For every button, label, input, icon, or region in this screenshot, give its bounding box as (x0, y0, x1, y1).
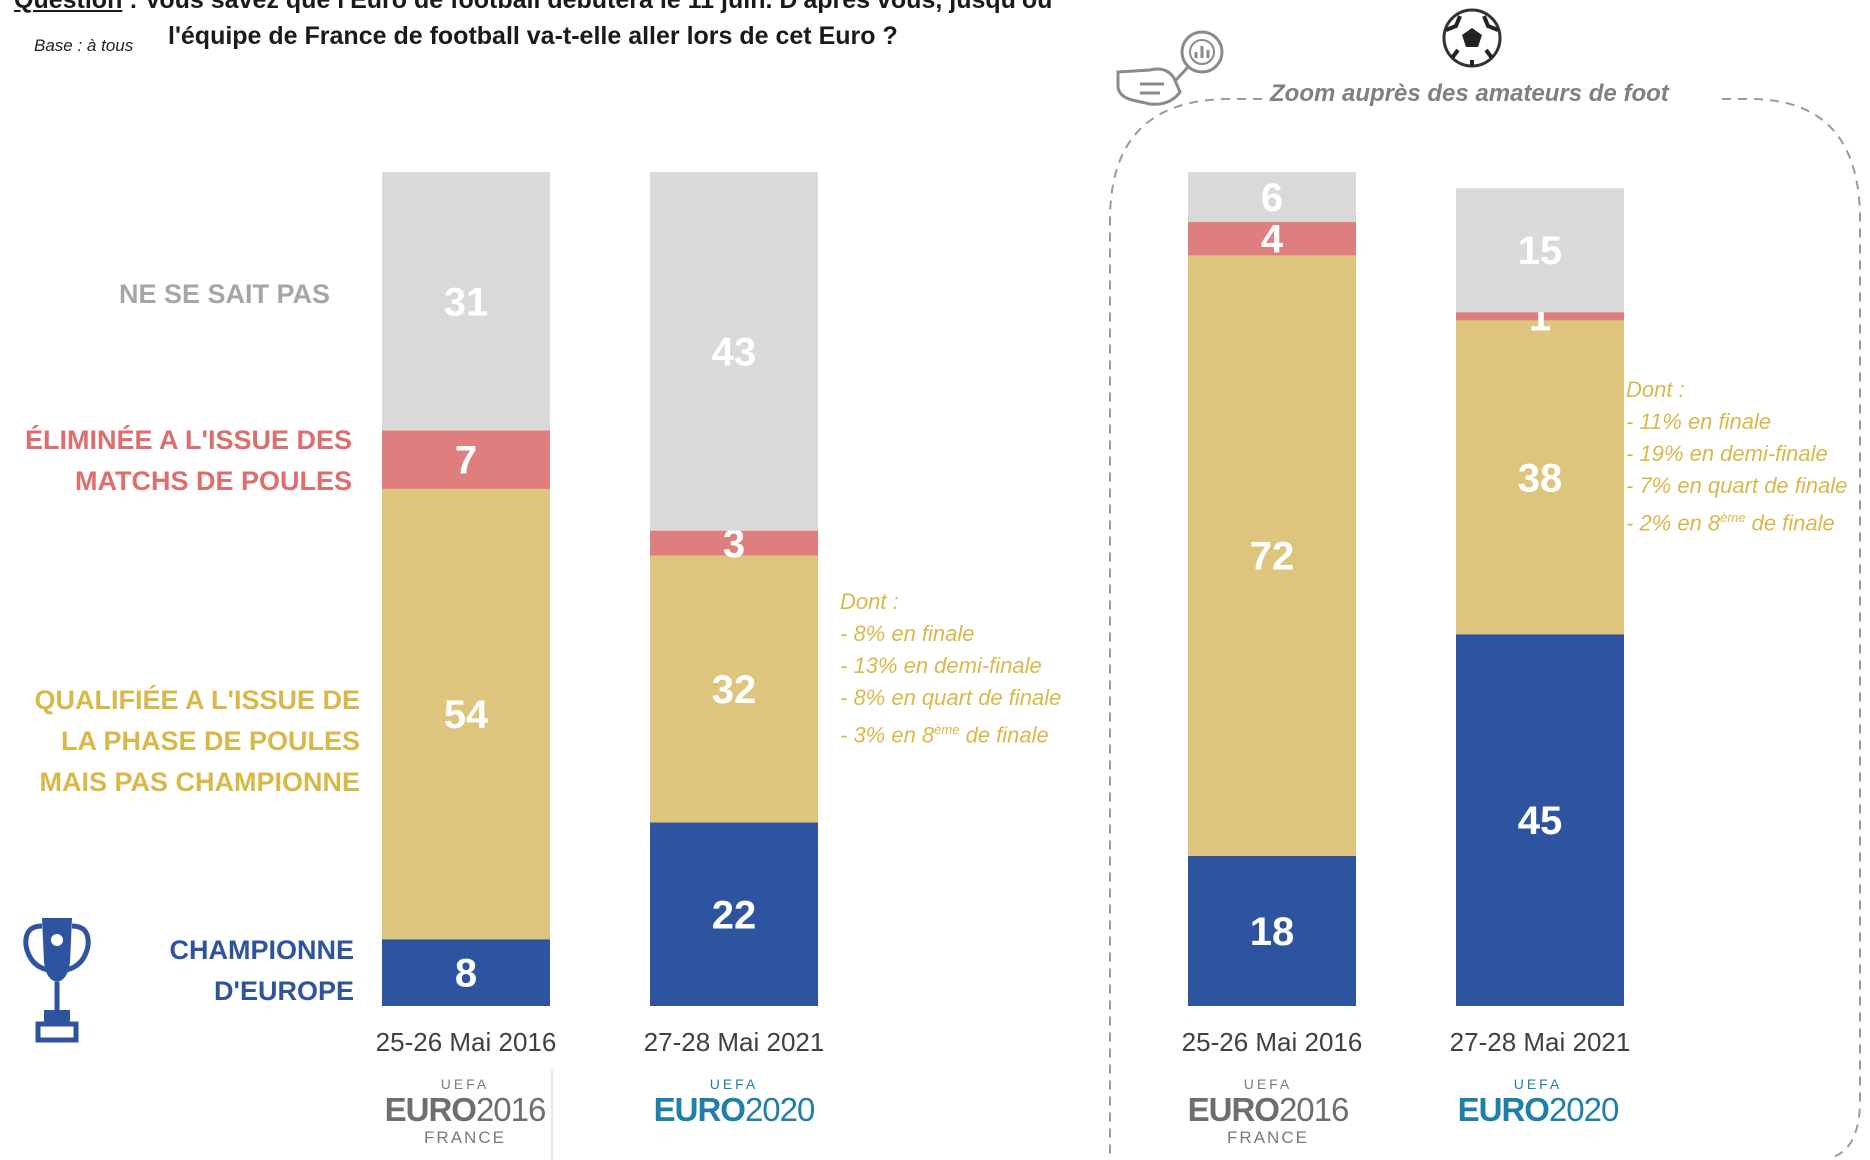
legend-qualifiee: QUALIFIÉE A L'ISSUE DE LA PHASE DE POULE… (34, 685, 360, 797)
trophy-icon (23, 918, 91, 1043)
euro2020-logo: UEFA EURO2020 (1457, 1076, 1620, 1128)
note-line: - 8% en quart de finale (840, 685, 1062, 710)
bar-value-label: 31 (444, 280, 489, 324)
bar-segment-eliminee (1188, 222, 1356, 256)
bar-segment-ne-sait-pas (650, 172, 818, 531)
question-text-1: : Vous savez que l'Euro de football débu… (122, 0, 1053, 14)
bar-segment-ne-sait-pas (1188, 172, 1356, 223)
euro2016-logo: UEFA EURO2016 FRANCE (384, 1076, 547, 1147)
bar-value-label: 43 (712, 330, 757, 374)
zoom-dashed-frame (1109, 98, 1861, 1160)
bar-value-label: 72 (1250, 535, 1295, 579)
bar-segment-qualifiee (1188, 255, 1356, 856)
x-axis-category-label: 25-26 Mai 2016 (376, 1027, 557, 1057)
x-axis-category-label: 27-28 Mai 2021 (644, 1027, 825, 1057)
note-line: - 3% en 8ème de finale (840, 722, 1049, 748)
bar-value-label: 7 (455, 439, 477, 483)
legend-championne: CHAMPIONNE D'EUROPE (169, 935, 354, 1006)
bar-value-label: 4 (1261, 218, 1284, 262)
note-line: - 13% en demi-finale (840, 653, 1042, 678)
bar-segment-championne (650, 822, 818, 1006)
euro2016-logo: UEFA EURO2016 FRANCE (1187, 1076, 1350, 1147)
bar-segment-qualifiee (1456, 320, 1624, 635)
bar-segment-eliminee (650, 530, 818, 556)
bar-value-label: 38 (1518, 456, 1563, 500)
bar-segment-qualifiee (650, 555, 818, 823)
x-axis-category-label: 27-28 Mai 2021 (1450, 1027, 1631, 1057)
note-title: Dont : (1626, 377, 1685, 402)
zoom-title: Zoom auprès des amateurs de foot (1262, 80, 1677, 108)
bar-value-label: 54 (444, 693, 489, 737)
bar-value-label: 15 (1518, 229, 1563, 273)
note-line: - 11% en finale (1626, 409, 1772, 434)
legend-eliminee: ÉLIMINÉE A L'ISSUE DES MATCHS DE POULES (25, 425, 352, 496)
question-label: Question (14, 0, 123, 14)
bar-value-label: 3 (723, 522, 745, 566)
x-axis-category-label: 25-26 Mai 2016 (1182, 1027, 1363, 1057)
question-line-2: l'équipe de France de football va-t-elle… (168, 22, 898, 50)
question-line-1: Question : Vous savez que l'Euro de foot… (14, 0, 1194, 15)
bar-value-label: 32 (712, 668, 757, 712)
note-line: - 2% en 8ème de finale (1626, 510, 1835, 536)
note-all-2021: Dont : - 8% en finale - 13% en demi-fina… (840, 586, 1061, 751)
magnifier-hand-icon (1116, 30, 1224, 106)
note-title: Dont : (840, 589, 899, 614)
legend-ne-sait-pas: NE SE SAIT PAS (118, 279, 330, 309)
bar-segment-championne (1188, 855, 1356, 1006)
base-label: Base : à tous (34, 36, 134, 55)
bar-segment-eliminee (1456, 312, 1624, 321)
bar-segment-championne (1456, 634, 1624, 1006)
bar-segment-ne-sait-pas (382, 172, 550, 431)
football-icon (1442, 8, 1502, 68)
note-line: - 7% en quart de finale (1626, 473, 1848, 498)
euro2020-logo: UEFA EURO2020 (653, 1076, 816, 1128)
bar-value-label: 18 (1250, 910, 1295, 954)
bar-value-label: 22 (712, 893, 757, 937)
note-line: - 8% en finale (840, 621, 975, 646)
bar-value-label: 8 (455, 952, 477, 996)
bar-segment-championne (382, 939, 550, 1006)
note-line: - 19% en demi-finale (1626, 441, 1828, 466)
bar-segment-qualifiee (382, 488, 550, 940)
bar-value-label: 6 (1261, 176, 1283, 220)
bar-segment-eliminee (382, 430, 550, 489)
bar-segment-ne-sait-pas (1456, 188, 1624, 313)
note-fans-2021: Dont : - 11% en finale - 19% en demi-fin… (1626, 374, 1847, 539)
bars-layer: 8 54 7 31 25-26 Mai 2016 22 32 3 43 27-28 Mai 202… (376, 172, 1631, 1057)
bar-value-label: 45 (1518, 799, 1563, 843)
